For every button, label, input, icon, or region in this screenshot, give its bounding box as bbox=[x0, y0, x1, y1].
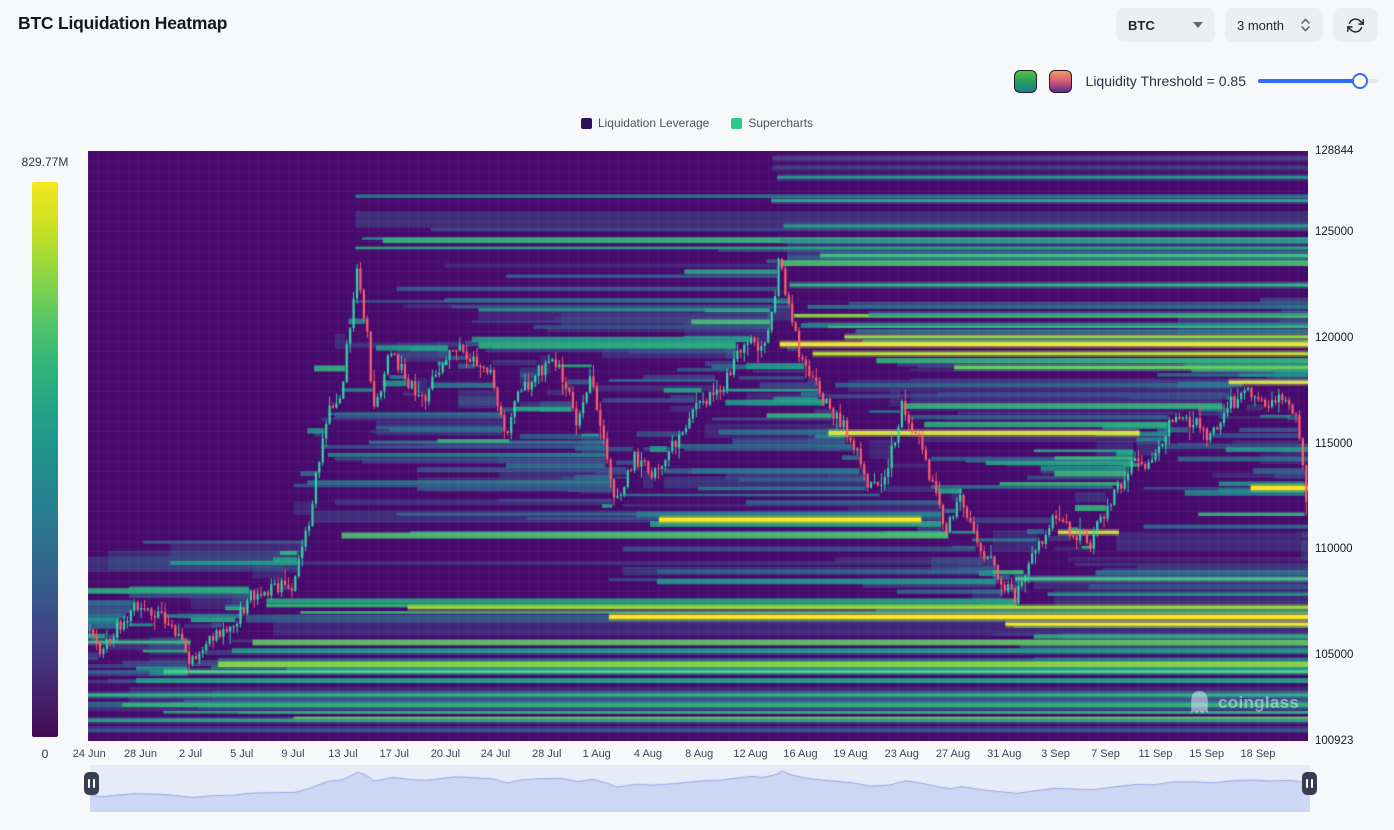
x-axis-label: 9 Jul bbox=[281, 748, 305, 760]
navigator-right-handle[interactable] bbox=[1302, 772, 1317, 795]
x-axis-label: 13 Jul bbox=[328, 748, 358, 760]
x-axis-label: 2 Jul bbox=[178, 748, 203, 760]
page-title: BTC Liquidation Heatmap bbox=[18, 13, 228, 33]
x-axis-label: 8 Aug bbox=[685, 748, 714, 760]
threshold-slider-track bbox=[1258, 79, 1378, 83]
x-axis-label: 18 Sep bbox=[1240, 748, 1276, 760]
legend-swatch-supercharts bbox=[731, 117, 743, 129]
x-axis-label: 5 Jul bbox=[230, 748, 254, 760]
threshold-slider[interactable] bbox=[1258, 72, 1378, 90]
legend-swatch-liquidation bbox=[580, 117, 592, 129]
x-axis-label: 28 Jun bbox=[123, 748, 157, 760]
threshold-slider-handle[interactable] bbox=[1352, 73, 1368, 89]
colorbar-max-label: 829.77M bbox=[21, 155, 69, 169]
colorbar bbox=[32, 182, 58, 737]
y-axis-label: 120000 bbox=[1315, 331, 1354, 344]
x-axis-label: 1 Aug bbox=[582, 748, 611, 760]
x-axis-label: 20 Jul bbox=[430, 748, 461, 760]
chart-legend: Liquidation Leverage Supercharts bbox=[0, 116, 1394, 130]
x-axis-label: 7 Sep bbox=[1091, 748, 1120, 760]
x-axis-label: 17 Jul bbox=[379, 748, 409, 760]
symbol-select[interactable]: BTC bbox=[1116, 8, 1215, 42]
red-palette-button[interactable] bbox=[1048, 69, 1072, 93]
x-axis-label: 19 Aug bbox=[833, 748, 868, 760]
x-axis-label: 11 Sep bbox=[1138, 748, 1173, 760]
x-axis-label: 31 Aug bbox=[987, 748, 1022, 760]
threshold-slider-fill bbox=[1258, 79, 1360, 83]
x-axis-label: 23 Aug bbox=[884, 748, 919, 760]
symbol-select-value: BTC bbox=[1128, 17, 1155, 33]
threshold-label: Liquidity Threshold = 0.85 bbox=[1085, 73, 1246, 89]
threshold-controls: Liquidity Threshold = 0.85 bbox=[1013, 68, 1378, 94]
y-axis-label: 110000 bbox=[1315, 543, 1353, 556]
legend-item-supercharts[interactable]: Supercharts bbox=[731, 116, 813, 130]
refresh-icon bbox=[1347, 17, 1364, 33]
refresh-button[interactable] bbox=[1333, 8, 1378, 42]
legend-label-supercharts: Supercharts bbox=[748, 116, 814, 130]
x-axis-label: 15 Sep bbox=[1189, 748, 1225, 760]
y-axis-label: 128844 bbox=[1315, 145, 1354, 157]
liquidation-heatmap-canvas[interactable] bbox=[88, 151, 1308, 741]
x-axis-label: 3 Sep bbox=[1041, 748, 1070, 760]
y-axis-label: 125000 bbox=[1315, 226, 1354, 239]
x-axis-label: 24 Jun bbox=[72, 748, 106, 760]
x-axis-label: 4 Aug bbox=[633, 748, 663, 760]
x-axis-label: 28 Jul bbox=[532, 748, 562, 760]
colorbar-min-label: 0 bbox=[41, 747, 49, 761]
chevron-down-icon bbox=[1193, 22, 1203, 28]
x-axis-label: 12 Aug bbox=[733, 748, 768, 760]
legend-label-liquidation: Liquidation Leverage bbox=[597, 116, 710, 130]
period-select-value: 3 month bbox=[1237, 17, 1284, 33]
y-axis-label: 115000 bbox=[1315, 437, 1353, 450]
navigator-canvas[interactable] bbox=[90, 765, 1310, 812]
top-controls: BTC 3 month bbox=[1116, 8, 1378, 42]
legend-item-liquidation-leverage[interactable]: Liquidation Leverage bbox=[580, 116, 710, 130]
navigator-left-handle[interactable] bbox=[84, 772, 99, 795]
green-palette-button[interactable] bbox=[1013, 69, 1037, 93]
y-axis-label: 100923 bbox=[1315, 735, 1354, 747]
x-axis-label: 24 Jul bbox=[480, 748, 511, 760]
x-axis-label: 16 Aug bbox=[783, 748, 818, 760]
x-axis-label: 27 Aug bbox=[935, 748, 971, 760]
chevron-up-down-icon bbox=[1301, 18, 1310, 32]
period-select[interactable]: 3 month bbox=[1225, 8, 1323, 42]
y-axis-label: 105000 bbox=[1315, 648, 1354, 661]
